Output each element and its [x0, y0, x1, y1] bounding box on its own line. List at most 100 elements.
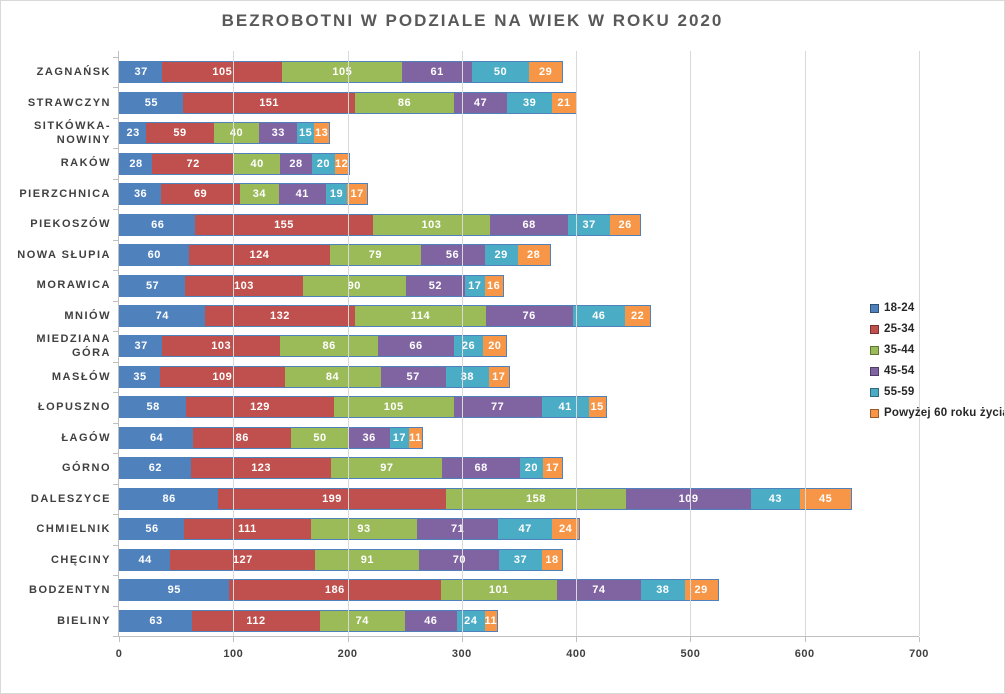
- bar-segment: 45: [799, 488, 852, 509]
- gridline: [690, 51, 692, 636]
- bar-segment: 16: [484, 275, 503, 296]
- category-label: ŁOPUSZNO: [37, 401, 111, 414]
- y-axis-tick: [113, 331, 118, 333]
- bar-segment: 50: [291, 427, 349, 448]
- bar-segment: 86: [120, 488, 219, 509]
- stacked-bar: 66 155 103 68 37 26: [119, 213, 641, 236]
- bar-segment: 46: [404, 610, 458, 631]
- gridline: [804, 51, 806, 636]
- bar-segment: 105: [162, 62, 283, 83]
- x-axis-tick: [347, 637, 349, 642]
- bar-segment: 36: [120, 184, 162, 205]
- bar-segment: 86: [279, 336, 379, 357]
- category-axis-labels: ZAGNAŃSK STRAWCZYN SITKÓWKA-NOWINY RAKÓW PIE…: [7, 57, 111, 636]
- legend-color-swatch: [870, 303, 879, 313]
- category-label: BIELINY: [57, 614, 111, 627]
- bar-segment: 66: [378, 336, 454, 357]
- stacked-bar: 57 103 90 52 17 16: [119, 274, 504, 297]
- bar-segment: 24: [551, 519, 580, 540]
- bar-segment: 41: [541, 397, 589, 418]
- bar-segment: 60: [120, 245, 189, 266]
- bar-segment: 38: [445, 366, 490, 387]
- bar-segment: 17: [389, 427, 410, 448]
- bar-segment: 38: [641, 580, 685, 601]
- bar-segment: 93: [310, 519, 418, 540]
- y-axis-tick: [113, 57, 118, 58]
- y-axis-tick: [113, 87, 118, 89]
- legend-color-swatch: [870, 408, 879, 418]
- legend-label: 55-59: [884, 386, 915, 398]
- bar-segment: 34: [239, 184, 279, 205]
- stacked-bar: 62 123 97 68 20 17: [119, 457, 564, 480]
- bar-segment: 84: [284, 366, 381, 387]
- bar-segment: 69: [161, 184, 240, 205]
- category-row: 74 132 114 76 46 22: [119, 301, 919, 331]
- bar-segment: 12: [334, 153, 349, 174]
- bar-segment: 33: [259, 123, 298, 144]
- bar-segment: 101: [441, 580, 557, 601]
- y-axis-tick: [113, 636, 118, 637]
- legend-item: 45-54: [870, 365, 1004, 377]
- bar-segment: 26: [610, 214, 640, 235]
- x-tick-label: 0: [115, 648, 123, 660]
- chart-title: BEZROBOTNI W PODZIALE NA WIEK W ROKU 202…: [221, 11, 724, 30]
- bar-segment: 123: [190, 458, 332, 479]
- category-label: SITKÓWKA-NOWINY: [33, 119, 111, 147]
- gridline: [233, 51, 235, 636]
- bar-segment: 40: [213, 123, 260, 144]
- bar-segment: 61: [402, 62, 472, 83]
- bar-segment: 26: [453, 336, 484, 357]
- bar-segment: 47: [453, 92, 508, 113]
- stacked-bar: 63 112 74 46 24 11: [119, 609, 499, 632]
- bar-segment: 29: [529, 62, 563, 83]
- bar-segment: 20: [519, 458, 543, 479]
- bar-segment: 50: [471, 62, 530, 83]
- bar-segment: 29: [684, 580, 718, 601]
- category-label: MNIÓW: [64, 309, 111, 322]
- category-row: 63 112 74 46 24 11: [119, 605, 919, 635]
- bar-segment: 111: [183, 519, 311, 540]
- gridline: [347, 51, 349, 636]
- bar-segment: 68: [490, 214, 568, 235]
- y-axis-tick: [113, 117, 118, 119]
- bar-segment: 58: [120, 397, 187, 418]
- bar-segment: 64: [120, 427, 194, 448]
- bar-segment: 74: [120, 305, 205, 326]
- x-tick-label: 200: [337, 648, 358, 660]
- y-axis-tick: [113, 422, 118, 424]
- category-label: CHMIELNIK: [36, 523, 111, 536]
- category-label: MORAWICA: [36, 279, 111, 292]
- category-row: 58 129 105 77 41 15: [119, 392, 919, 422]
- legend-color-swatch: [870, 366, 879, 376]
- bar-segment: 109: [159, 366, 285, 387]
- category-label: PIEKOSZÓW: [30, 218, 111, 231]
- legend-color-swatch: [870, 387, 879, 397]
- category-label: GÓRNO: [61, 462, 111, 475]
- bar-segment: 74: [556, 580, 642, 601]
- stacked-bar: 23 59 40 33 15 13: [119, 122, 331, 145]
- bar-segment: 105: [333, 397, 454, 418]
- bar-segment: 70: [419, 549, 500, 570]
- x-axis-tick: [919, 637, 920, 642]
- y-axis-tick: [113, 209, 118, 211]
- y-axis-tick: [113, 239, 118, 241]
- legend-color-swatch: [870, 345, 879, 355]
- category-row: 64 86 50 36 17 11: [119, 423, 919, 453]
- category-row: 35 109 84 57 38 17: [119, 362, 919, 392]
- x-tick-label: 500: [680, 648, 701, 660]
- legend-item: 35-44: [870, 344, 1004, 356]
- bar-segment: 11: [484, 610, 498, 631]
- stacked-bar: 60 124 79 56 29 28: [119, 244, 551, 267]
- bar-segment: 15: [588, 397, 606, 418]
- legend-item: 25-34: [870, 323, 1004, 335]
- x-axis-tick: [461, 637, 463, 642]
- legend-label: 25-34: [884, 323, 915, 335]
- bar-segment: 22: [625, 305, 651, 326]
- y-axis-tick: [113, 270, 118, 272]
- category-row: 23 59 40 33 15 13: [119, 118, 919, 148]
- x-axis-tick: [233, 637, 235, 642]
- legend-item: Powyżej 60 roku życia: [870, 407, 1004, 419]
- y-axis-tick: [113, 300, 118, 302]
- bar-segment: 124: [188, 245, 331, 266]
